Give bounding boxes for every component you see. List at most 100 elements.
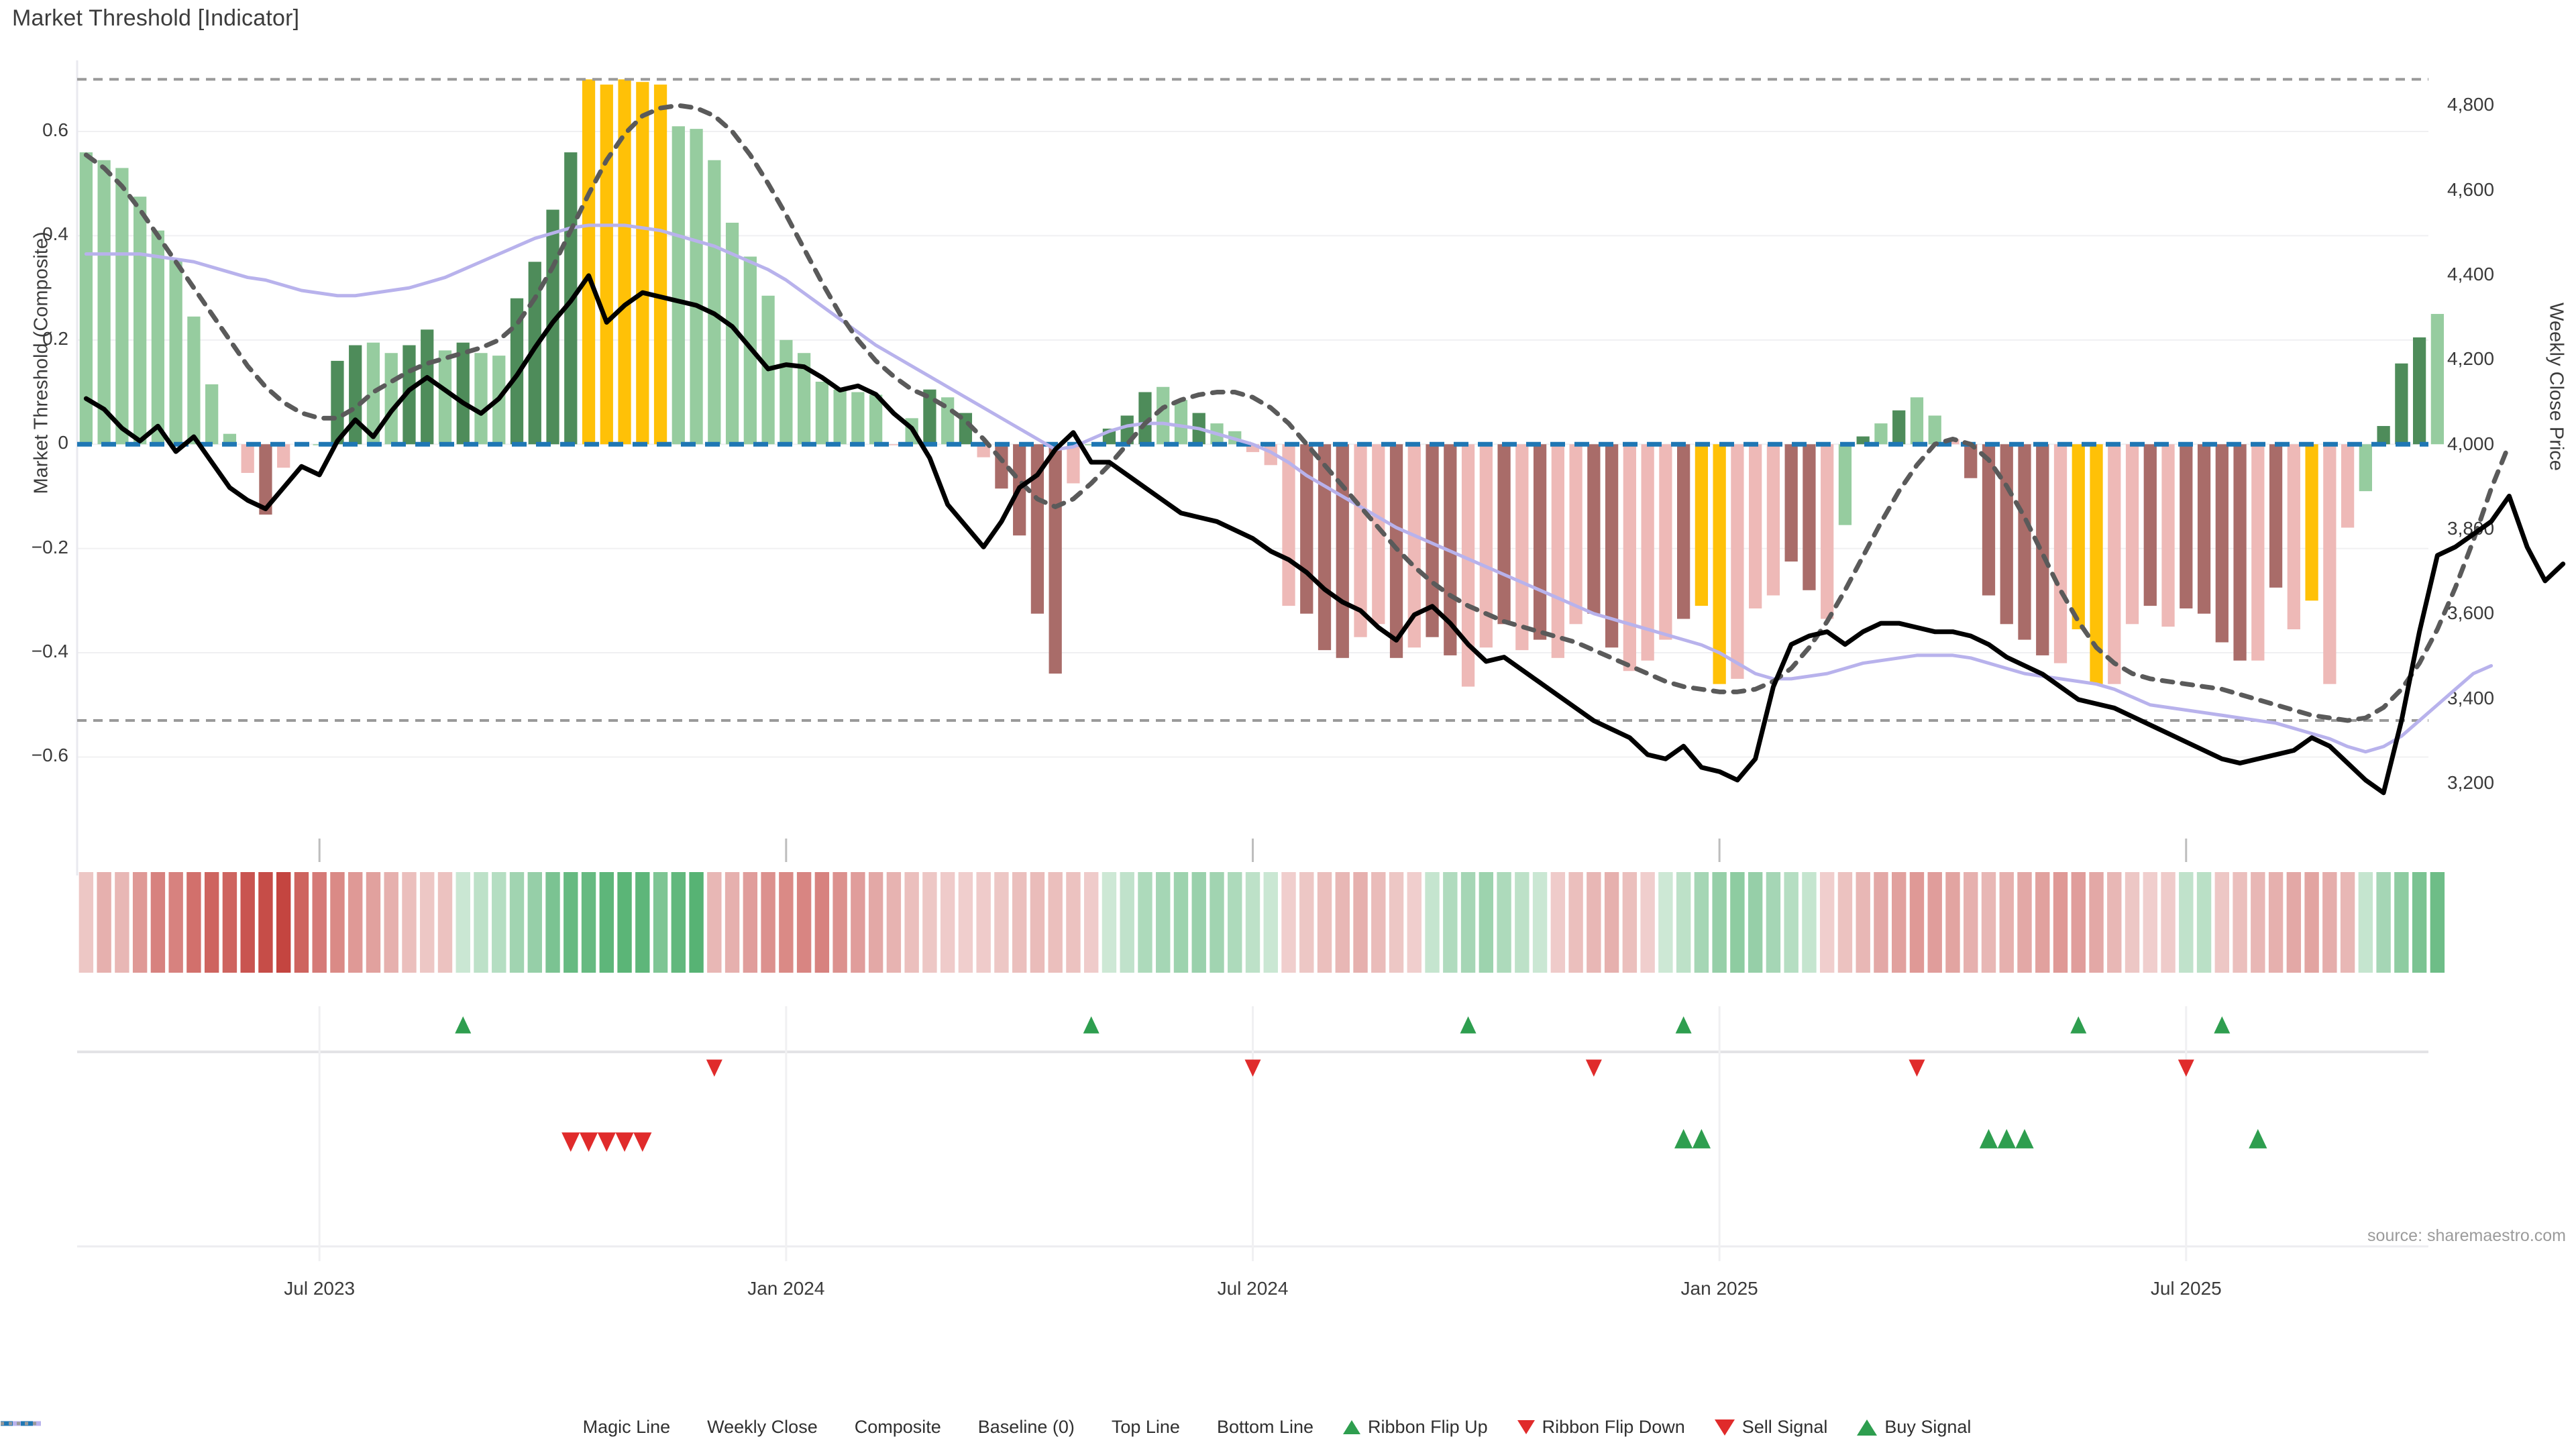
ribbon-cell (1173, 872, 1189, 973)
ribbon-flip-up-marker (1675, 1016, 1692, 1034)
histogram-bar (2197, 444, 2211, 614)
ribbon-cell (204, 872, 219, 973)
ribbon-cell (1030, 872, 1045, 973)
legend-item[interactable]: Ribbon Flip Down (1517, 1417, 1685, 1438)
ribbon-flip-up-marker (2214, 1016, 2231, 1034)
histogram-bar (1461, 444, 1475, 687)
buy-signal-marker (1674, 1129, 1693, 1148)
histogram-bar (1659, 444, 1672, 640)
ribbon-cell (509, 872, 525, 973)
histogram-bar (780, 339, 793, 445)
ribbon-cell (1676, 872, 1691, 973)
histogram-bar (456, 342, 470, 445)
histogram-bar (187, 316, 201, 445)
ribbon-cell (348, 872, 363, 973)
histogram-bar (2125, 444, 2139, 625)
histogram-bar (2143, 444, 2157, 606)
histogram-bar (1892, 410, 1906, 445)
ribbon-cell (1335, 872, 1350, 973)
ribbon-cell (2107, 872, 2122, 973)
histogram-bar (995, 444, 1008, 489)
histogram-bar (2215, 444, 2229, 643)
legend-label: Top Line (1111, 1417, 1180, 1437)
histogram-bar (1910, 397, 1924, 445)
ribbon-cell (78, 872, 94, 973)
ribbon-cell (1371, 872, 1386, 973)
ribbon-cell (564, 872, 578, 973)
ribbon-cell (1389, 872, 1404, 973)
histogram-bar (636, 82, 649, 445)
y-tick-right: 3,600 (2447, 602, 2495, 624)
x-tick: Jul 2023 (284, 1278, 356, 1299)
histogram-bar (1713, 444, 1726, 684)
histogram-bar (1766, 444, 1780, 596)
ribbon-cell (1532, 872, 1548, 973)
y-tick-right: 4,400 (2447, 263, 2495, 284)
legend-item[interactable]: Composite (1, 1417, 941, 1438)
ribbon-cell (2035, 872, 2050, 973)
legend-item[interactable]: Sell Signal (1714, 1417, 1827, 1438)
ribbon-cell (420, 872, 435, 973)
ribbon-cell (132, 872, 148, 973)
ribbon-cell (1999, 872, 2014, 973)
x-tick: Jul 2025 (2150, 1278, 2222, 1299)
ribbon-cell (2161, 872, 2176, 973)
ribbon-cell (886, 872, 902, 973)
histogram-bar (1030, 444, 1044, 614)
ribbon-cell (1909, 872, 1925, 973)
ribbon-cell (1587, 872, 1601, 973)
histogram-bar (1784, 444, 1798, 562)
ribbon-cell (240, 872, 255, 973)
histogram-bar (1569, 444, 1582, 625)
ribbon-cell (707, 872, 722, 973)
ribbon-cell (1515, 872, 1529, 973)
histogram-bar (2180, 444, 2193, 608)
legend-item[interactable]: Weekly Close (1, 1417, 818, 1438)
legend-item[interactable]: Buy Signal (1857, 1417, 1971, 1438)
histogram-bar (797, 353, 811, 445)
weekly-close-line (83, 273, 2566, 796)
buy-signal-marker (2015, 1129, 2034, 1148)
histogram-bar (1964, 444, 1978, 478)
histogram-bar (1533, 444, 1547, 640)
ribbon-cell (1443, 872, 1458, 973)
ribbon-cell (312, 872, 327, 973)
histogram-bar (384, 353, 398, 445)
histogram-bar (2287, 444, 2300, 630)
ribbon-cell (1317, 872, 1332, 973)
legend-item[interactable]: Magic Line (1, 1417, 670, 1438)
ribbon-cell (1640, 872, 1655, 973)
legend-item[interactable]: Ribbon Flip Up (1343, 1417, 1488, 1438)
y-tick-right: 3,200 (2447, 772, 2495, 794)
ribbon-cell (150, 872, 166, 973)
histogram-bar (1354, 444, 1367, 637)
y-tick-left: 0.6 (42, 119, 68, 140)
legend-item[interactable]: Baseline (0) (1, 1417, 1075, 1438)
legend-item[interactable]: Bottom Line (1, 1417, 1313, 1438)
ribbon-cell (115, 872, 129, 973)
buy-signal-icon (1857, 1419, 1878, 1436)
ribbon-cell (2286, 872, 2302, 973)
ribbon-flip-down-icon (1517, 1420, 1535, 1434)
ribbon-cell (635, 872, 650, 973)
ribbon-cell (2071, 872, 2086, 973)
ribbon-cell (689, 872, 704, 973)
histogram-bar (331, 360, 344, 445)
ribbon-cell (922, 872, 937, 973)
ribbon-cell (599, 872, 614, 973)
histogram-bar (1946, 439, 1960, 445)
ribbon-cell (2340, 872, 2355, 973)
legend-label: Buy Signal (1884, 1417, 1972, 1437)
y-tick-right: 4,800 (2447, 94, 2495, 115)
histogram-bar (1821, 444, 1834, 619)
ribbon-cell (1228, 872, 1242, 973)
histogram-bar (725, 222, 739, 445)
ribbon-cell (222, 872, 237, 973)
legend-item[interactable]: Top Line (1, 1417, 1180, 1438)
histogram-bar (1695, 444, 1709, 606)
ribbon-cell (2179, 872, 2194, 973)
histogram-bar (366, 342, 380, 445)
ribbon-cell (2143, 872, 2157, 973)
ribbon-cell (796, 872, 812, 973)
ribbon-cell (1712, 872, 1727, 973)
